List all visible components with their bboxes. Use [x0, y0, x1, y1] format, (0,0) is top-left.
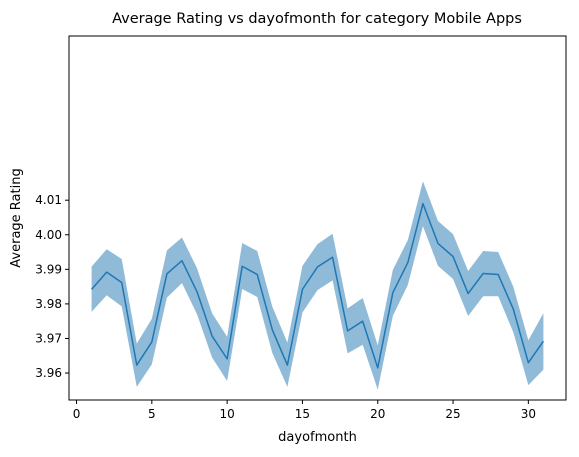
- y-axis-ticks: 3.96 3.97 3.98 3.99 4.00 4.01: [35, 193, 69, 380]
- x-tick-label: 10: [219, 407, 234, 421]
- x-tick-label: 5: [148, 407, 156, 421]
- x-tick-label: 30: [521, 407, 536, 421]
- x-tick-label: 0: [73, 407, 81, 421]
- plot-area: [91, 181, 545, 390]
- y-tick-label: 3.98: [35, 297, 62, 311]
- y-tick-label: 3.99: [35, 262, 62, 276]
- y-tick-label: 4.00: [35, 228, 62, 242]
- y-tick-label: 3.97: [35, 331, 62, 345]
- y-axis-label: Average Rating: [9, 168, 24, 267]
- x-axis-label: dayofmonth: [278, 430, 357, 445]
- x-tick-label: 25: [445, 407, 460, 421]
- chart-title: Average Rating vs dayofmonth for categor…: [112, 11, 522, 27]
- axes-frame: [68, 35, 567, 401]
- mean-line: [91, 202, 545, 369]
- x-axis-ticks: 0 5 10 15 20 25 30: [73, 400, 536, 421]
- x-tick-label: 20: [370, 407, 385, 421]
- confidence-band: [91, 181, 544, 390]
- y-tick-label: 4.01: [35, 193, 62, 207]
- x-tick-label: 15: [295, 407, 310, 421]
- y-tick-label: 3.96: [35, 366, 62, 380]
